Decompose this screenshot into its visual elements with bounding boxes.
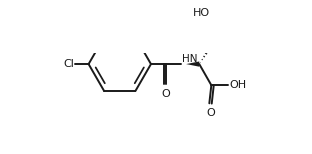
Polygon shape (205, 52, 207, 55)
Polygon shape (208, 46, 212, 49)
Text: HN: HN (182, 54, 197, 64)
Polygon shape (200, 62, 201, 63)
Polygon shape (203, 24, 207, 27)
Polygon shape (186, 61, 199, 67)
Text: HO: HO (193, 8, 210, 18)
Polygon shape (205, 27, 208, 30)
Text: O: O (162, 89, 170, 99)
Polygon shape (208, 34, 210, 36)
Polygon shape (210, 37, 212, 39)
Polygon shape (203, 56, 205, 58)
Polygon shape (210, 43, 214, 46)
Text: OH: OH (229, 80, 246, 90)
Polygon shape (206, 31, 209, 33)
Text: Cl: Cl (63, 59, 74, 69)
Polygon shape (202, 59, 203, 60)
Text: O: O (206, 108, 215, 118)
Polygon shape (207, 49, 210, 52)
